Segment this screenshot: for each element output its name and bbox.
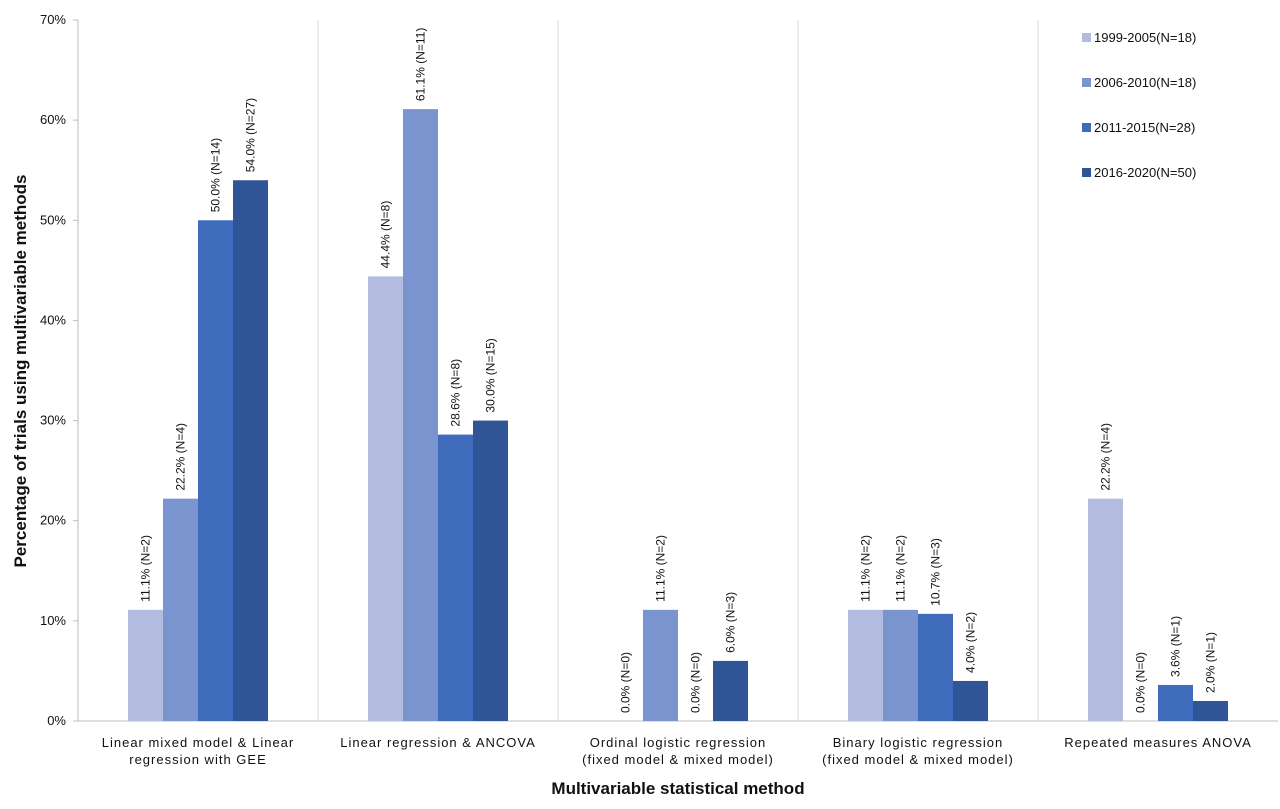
x-category-label: Repeated measures ANOVA [1064, 735, 1252, 750]
bar-value-label: 44.4% (N=8) [379, 201, 393, 269]
bar [198, 220, 233, 722]
x-category-label-line: Ordinal logistic regression [590, 735, 767, 750]
x-category-label-line: Linear mixed model & Linear [102, 735, 294, 750]
bar [163, 498, 198, 721]
y-tick-label: 20% [40, 513, 66, 528]
bar [438, 434, 473, 721]
bar [233, 180, 268, 721]
legend-swatch [1082, 168, 1091, 177]
x-category-label: Linear regression & ANCOVA [340, 735, 536, 750]
y-axis-title: Percentage of trials using multivariable… [11, 175, 30, 568]
x-category-label: Binary logistic regression (fixed model &… [822, 735, 1014, 767]
bar-value-label: 50.0% (N=14) [209, 138, 223, 212]
bar [128, 609, 163, 721]
y-tick-label: 0% [47, 713, 66, 728]
legend-swatch [1082, 33, 1091, 42]
bar-labels-layer: 11.1% (N=2) 22.2% (N=4) 50.0% (N=14) 54.0% … [139, 28, 1218, 713]
bar [473, 420, 508, 721]
bar [713, 660, 748, 721]
bar-value-label: 11.1% (N=2) [654, 535, 668, 602]
x-category-label: Ordinal logistic regression (fixed model … [582, 735, 774, 767]
x-category-label-line: Repeated measures ANOVA [1064, 735, 1252, 750]
x-category-label-line: Linear regression & ANCOVA [340, 735, 536, 750]
y-tick-label: 70% [40, 12, 66, 27]
bar-value-label: 0.0% (N=0) [1134, 652, 1148, 713]
bar-value-label: 11.1% (N=2) [894, 535, 908, 602]
bar-value-label: 22.2% (N=4) [1099, 423, 1113, 491]
bar [883, 609, 918, 721]
bar [403, 109, 438, 722]
legend-swatch [1082, 123, 1091, 132]
bar-value-label: 2.0% (N=1) [1204, 632, 1218, 693]
bar [368, 276, 403, 721]
bar-value-label: 0.0% (N=0) [689, 652, 703, 713]
bar [953, 680, 988, 721]
bar [643, 609, 678, 721]
bar-value-label: 3.6% (N=1) [1169, 616, 1183, 677]
bar [918, 613, 953, 721]
legend-label: 2006-2010(N=18) [1094, 75, 1196, 90]
bar-value-label: 6.0% (N=3) [724, 592, 738, 653]
bar [1193, 700, 1228, 721]
y-tick-label: 60% [40, 112, 66, 127]
bar-value-label: 54.0% (N=27) [244, 98, 258, 172]
bars-layer [128, 109, 1228, 722]
x-category-label-line: (fixed model & mixed model) [582, 752, 774, 767]
x-category-label: Linear mixed model & Linear regression wi… [102, 735, 294, 767]
bar [1158, 684, 1193, 721]
legend-swatch [1082, 78, 1091, 87]
bar-value-label: 11.1% (N=2) [139, 535, 153, 602]
y-tick-label: 40% [40, 312, 66, 327]
x-category-label-line: (fixed model & mixed model) [822, 752, 1014, 767]
bar-value-label: 0.0% (N=0) [619, 652, 633, 713]
bar-value-label: 28.6% (N=8) [449, 359, 463, 427]
x-axis-title: Multivariable statistical method [551, 779, 804, 798]
x-category-label-line: regression with GEE [129, 752, 267, 767]
y-tick-label: 10% [40, 613, 66, 628]
bar-value-label: 30.0% (N=15) [484, 338, 498, 412]
legend-label: 2011-2015(N=28) [1094, 120, 1195, 135]
axes-layer: 0% 10% 20% 30% 40% 50% 60% 70% Linear mixed mode… [40, 12, 1278, 767]
legend-label: 1999-2005(N=18) [1094, 30, 1196, 45]
legend: 1999-2005(N=18) 2006-2010(N=18) 2011-2015(… [1082, 30, 1196, 180]
bar [848, 609, 883, 721]
bar-value-label: 22.2% (N=4) [174, 423, 188, 491]
legend-label: 2016-2020(N=50) [1094, 165, 1196, 180]
bar-value-label: 11.1% (N=2) [859, 535, 873, 602]
x-category-label-line: Binary logistic regression [833, 735, 1004, 750]
y-tick-label: 30% [40, 413, 66, 428]
bar-value-label: 61.1% (N=11) [414, 28, 428, 101]
bar-value-label: 4.0% (N=2) [964, 612, 978, 673]
y-tick-label: 50% [40, 212, 66, 227]
bar-value-label: 10.7% (N=3) [929, 538, 943, 606]
bar [1088, 498, 1123, 721]
